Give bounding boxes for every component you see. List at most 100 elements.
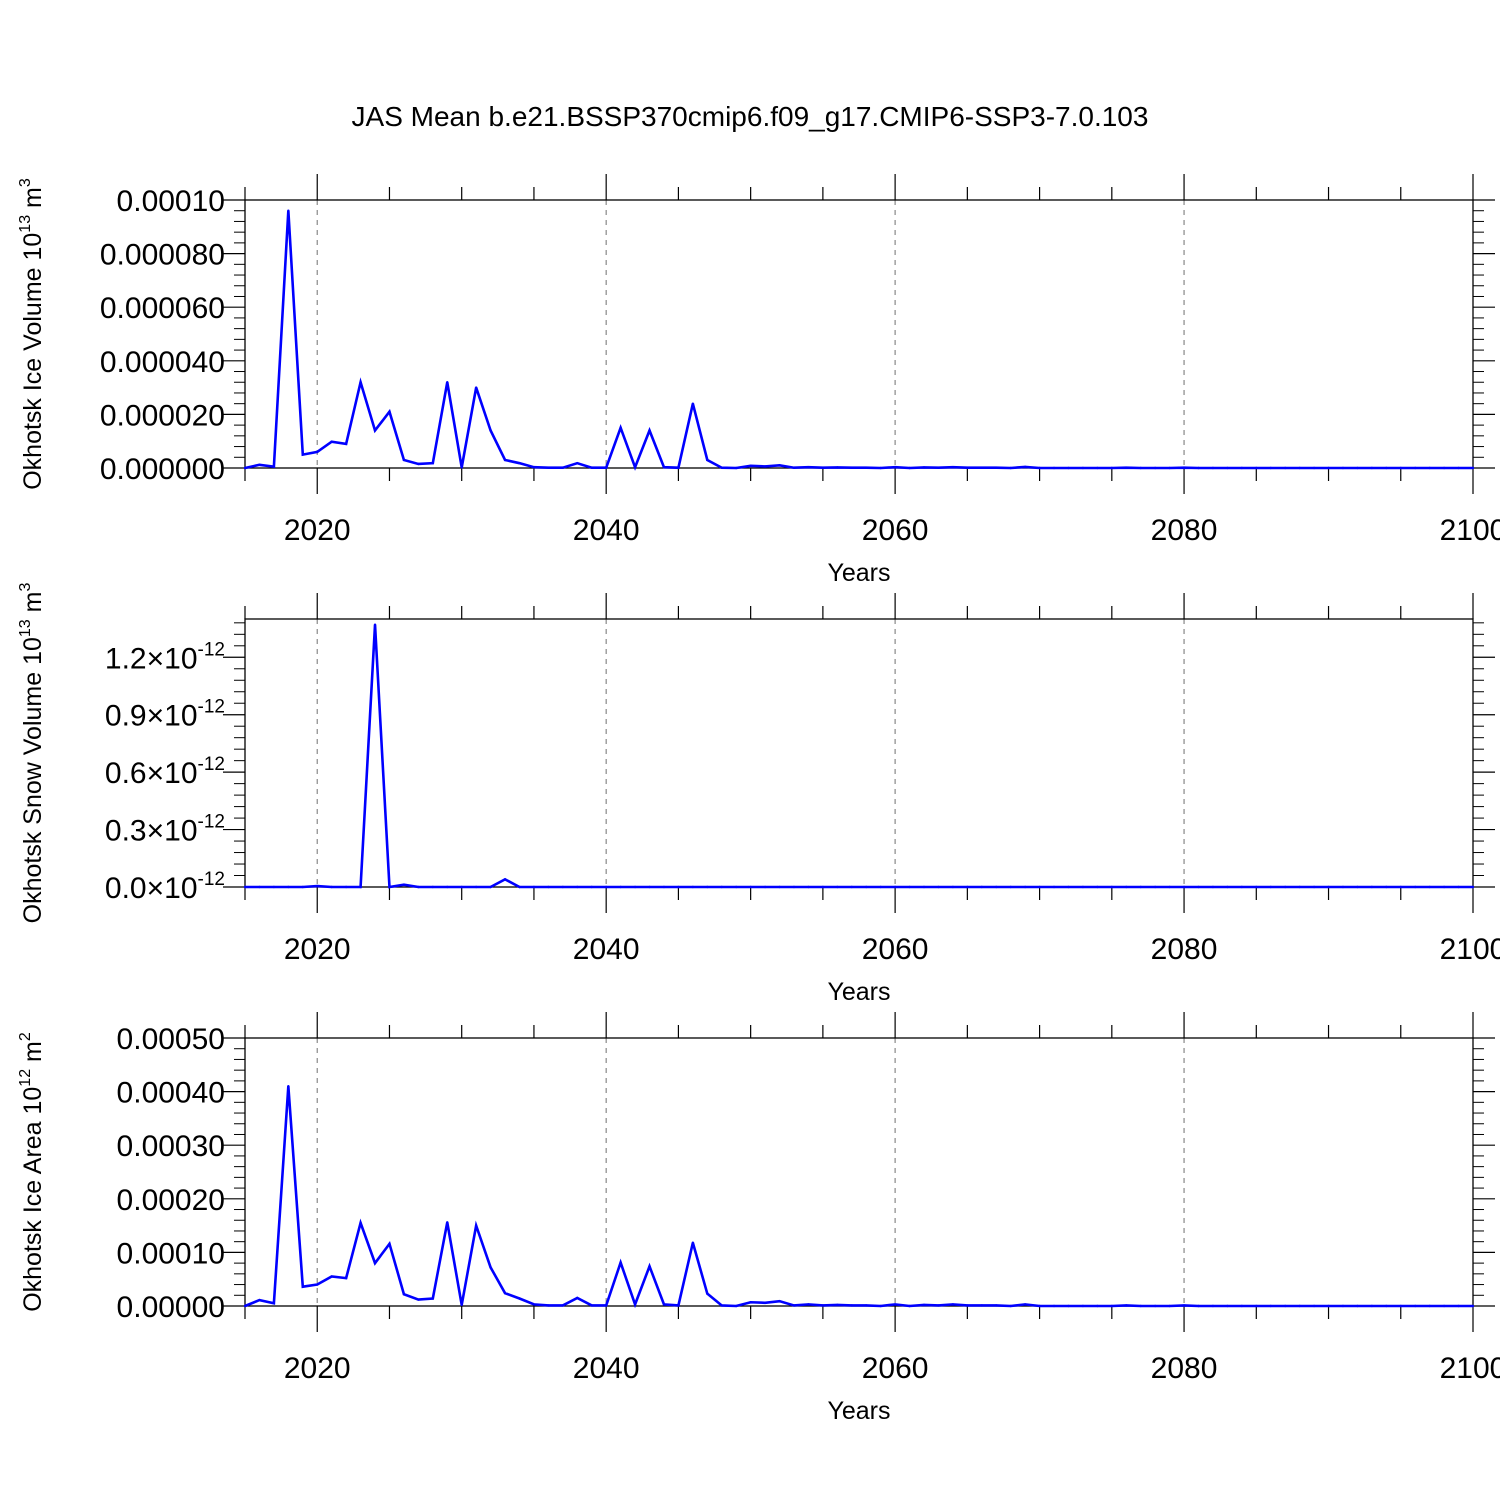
x-tick-label: 2080 <box>1151 933 1218 966</box>
data-point <box>359 381 362 384</box>
data-point <box>1298 885 1301 889</box>
data-point <box>373 1261 377 1265</box>
data-point <box>893 885 897 889</box>
y-tick-label: 0.3×10-12 <box>105 812 225 848</box>
data-point <box>388 885 391 889</box>
data-point <box>1096 466 1099 470</box>
data-point <box>648 885 651 889</box>
data-point <box>1125 885 1128 889</box>
data-point <box>1240 466 1244 470</box>
data-point <box>446 1221 449 1224</box>
data-point <box>1110 466 1114 470</box>
data-point <box>1153 466 1157 470</box>
data-point <box>865 885 868 889</box>
data-point <box>922 466 926 469</box>
data-point <box>1139 1304 1142 1308</box>
data-point <box>576 885 579 889</box>
data-point <box>937 466 940 469</box>
data-point <box>706 1292 709 1295</box>
data-point <box>518 461 521 465</box>
data-point <box>417 1298 420 1301</box>
data-point <box>1269 885 1272 889</box>
data-point <box>677 1304 680 1307</box>
data-point <box>1414 885 1417 889</box>
data-point <box>243 466 247 470</box>
data-point <box>1457 885 1460 889</box>
data-point <box>633 465 637 469</box>
data-point <box>1096 1304 1099 1308</box>
data-point <box>1139 885 1142 889</box>
data-point <box>807 1303 810 1306</box>
chart-title: JAS Mean b.e21.BSSP370cmip6.f09_g17.CMIP… <box>352 101 1149 132</box>
data-point <box>1023 1303 1027 1306</box>
data-point <box>344 442 348 446</box>
data-point <box>489 885 492 889</box>
data-point <box>821 466 825 469</box>
plot-frame <box>244 199 1474 469</box>
data-point <box>359 885 362 889</box>
data-point <box>590 1304 593 1307</box>
data-point <box>1168 1304 1171 1308</box>
x-tick-label: 2100 <box>1440 514 1500 547</box>
data-point <box>1255 466 1258 470</box>
x-tick-label: 2080 <box>1151 1352 1218 1385</box>
data-point <box>1269 466 1272 470</box>
data-point <box>951 1303 955 1306</box>
data-point <box>1298 1304 1301 1308</box>
data-point <box>735 885 738 889</box>
data-point <box>402 1293 406 1296</box>
data-point <box>1327 1304 1330 1308</box>
data-point <box>604 885 608 889</box>
data-point <box>648 1265 651 1268</box>
data-point <box>1125 466 1128 469</box>
y-tick-label: 0.00050 <box>117 1023 225 1056</box>
data-point <box>590 885 593 889</box>
data-point <box>503 878 507 881</box>
data-point <box>1211 1304 1215 1308</box>
data-point <box>1081 1304 1085 1308</box>
data-point <box>922 1303 926 1307</box>
data-point <box>1081 466 1085 470</box>
y-tick-label: 0.9×10-12 <box>105 697 225 733</box>
x-tick-label: 2040 <box>573 1352 640 1385</box>
data-point <box>1370 1304 1374 1308</box>
data-point <box>908 1304 911 1308</box>
data-point <box>258 1298 261 1302</box>
data-point <box>1125 1304 1128 1307</box>
chart-panels: 2020 2040 2060 2080 2100 Years 0.000000 0.00002… <box>17 174 1500 1425</box>
data-point <box>677 885 680 889</box>
data-point <box>1182 885 1186 889</box>
data-point <box>373 429 377 432</box>
data-point <box>763 885 767 889</box>
data-point <box>561 885 565 889</box>
data-point <box>532 885 536 889</box>
data-point <box>1182 466 1186 469</box>
data-point <box>489 1266 492 1269</box>
data-point <box>922 885 926 889</box>
data-point <box>662 465 666 469</box>
data-point <box>272 465 276 468</box>
data-point <box>1052 1304 1056 1308</box>
data-point <box>344 1276 348 1280</box>
data-point <box>330 440 333 443</box>
data-point <box>547 885 550 889</box>
data-point <box>344 885 348 889</box>
x-tick-label: 2020 <box>284 933 351 966</box>
data-point <box>547 466 550 469</box>
data-point <box>662 1303 666 1306</box>
data-point <box>980 466 983 469</box>
data-point <box>532 1303 536 1306</box>
data-point <box>1023 885 1027 889</box>
data-point <box>749 464 752 468</box>
data-point <box>1341 1304 1345 1308</box>
data-point <box>316 450 319 454</box>
y-tick-label: 0.00020 <box>117 1184 225 1217</box>
panel-3: 2020 2040 2060 2080 2100 Years 0.00000 0.00010 0… <box>17 1012 1500 1425</box>
data-point <box>720 466 723 469</box>
data-point <box>720 1304 723 1307</box>
data-point <box>1110 1304 1114 1308</box>
data-point <box>836 1303 839 1307</box>
data-point <box>1312 1304 1316 1308</box>
data-point <box>1240 885 1244 889</box>
